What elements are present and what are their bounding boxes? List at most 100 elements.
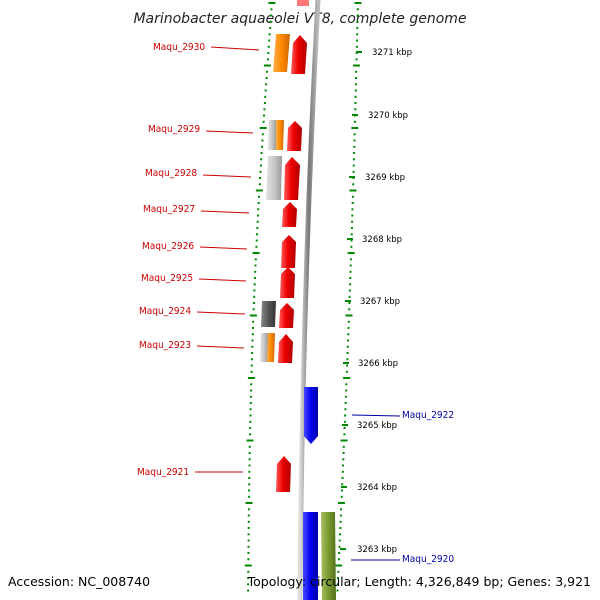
reverse-strand-features <box>303 387 336 600</box>
ring-minor-tick <box>342 458 345 461</box>
ring-minor-tick <box>346 364 349 367</box>
gene-label-right-maqu-2920[interactable]: Maqu_2920 <box>351 554 454 565</box>
gene-label-left-maqu-2924[interactable]: Maqu_2924 <box>139 306 246 317</box>
ring-major-tick <box>246 439 254 442</box>
ring-minor-tick <box>253 283 256 286</box>
ring-minor-tick <box>355 45 358 48</box>
ring-minor-tick <box>247 558 250 561</box>
ring-major-tick <box>343 377 351 379</box>
ring-minor-tick <box>247 583 250 586</box>
ring-minor-tick <box>340 495 343 498</box>
ring-major-tick <box>252 252 260 254</box>
gene-label-left-maqu-2925[interactable]: Maqu_2925 <box>141 273 247 284</box>
ring-minor-tick <box>249 427 252 429</box>
ring-minor-tick <box>253 295 256 298</box>
ring-minor-tick <box>339 533 341 536</box>
ring-minor-tick <box>343 427 346 429</box>
gene-label-text: Maqu_2928 <box>145 168 197 179</box>
gene-label-text: Maqu_2924 <box>139 306 191 317</box>
ring-major-tick <box>354 2 362 4</box>
ring-minor-tick <box>249 402 252 404</box>
gene-label-left-maqu-2929[interactable]: Maqu_2929 <box>148 124 254 135</box>
leader-line <box>351 414 401 417</box>
ring-minor-tick <box>350 227 353 229</box>
gene-arrow-maqu-2928 <box>284 157 300 200</box>
ring-minor-tick <box>347 333 350 336</box>
ring-minor-tick <box>349 283 352 286</box>
kbp-scale: 3271 kbp 3270 kbp 3269 kbp 3268 kbp 3267… <box>340 48 412 555</box>
gene-label-text: Maqu_2929 <box>148 124 200 135</box>
outer-tick-ring-left <box>244 2 276 592</box>
ring-minor-tick <box>267 45 270 48</box>
ring-minor-tick <box>254 264 257 267</box>
gene-label-left-maqu-2927[interactable]: Maqu_2927 <box>143 204 250 215</box>
ring-minor-tick <box>254 277 256 279</box>
leader-line <box>205 130 254 134</box>
ring-minor-tick <box>351 208 354 211</box>
ring-minor-tick <box>252 302 255 304</box>
ring-minor-tick <box>261 139 264 142</box>
ring-minor-tick <box>351 195 354 198</box>
ring-minor-tick <box>258 195 260 198</box>
ring-minor-tick <box>249 414 252 417</box>
gene-label-right-maqu-2922[interactable]: Maqu_2922 <box>351 410 454 421</box>
topology-text: Topology: circular; Length: 4,326,849 bp… <box>247 574 591 589</box>
ring-minor-tick <box>351 202 354 204</box>
ring-minor-tick <box>247 552 250 554</box>
ring-minor-tick <box>255 245 258 248</box>
ring-minor-tick <box>251 339 254 342</box>
ring-major-tick <box>245 502 253 504</box>
gene-label-text: Maqu_2925 <box>141 273 193 284</box>
ring-minor-tick <box>344 402 347 404</box>
ring-minor-tick <box>264 89 267 92</box>
ring-minor-tick <box>248 458 251 461</box>
ring-minor-tick <box>250 383 253 386</box>
ring-minor-tick <box>346 352 349 354</box>
ring-minor-tick <box>262 120 265 123</box>
ring-minor-tick <box>345 383 348 386</box>
gene-label-left-maqu-2926[interactable]: Maqu_2926 <box>142 241 248 252</box>
gene-label-left-maqu-2921[interactable]: Maqu_2921 <box>137 467 243 478</box>
gene-label-text: Maqu_2921 <box>137 467 189 478</box>
gene-label-text: Maqu_2922 <box>402 410 454 421</box>
gene-arrow-maqu-2923 <box>278 334 293 363</box>
ring-minor-tick <box>247 514 250 517</box>
gene-label-left-maqu-2930[interactable]: Maqu_2930 <box>153 42 260 53</box>
ring-minor-tick <box>356 14 359 17</box>
ring-minor-tick <box>338 552 341 554</box>
light-gray-feature <box>260 333 268 362</box>
ring-major-tick <box>345 314 353 317</box>
ring-minor-tick <box>348 295 351 298</box>
gene-label-left-maqu-2923[interactable]: Maqu_2923 <box>139 340 245 351</box>
ring-minor-tick <box>260 158 263 161</box>
ring-minor-tick <box>344 408 347 411</box>
top-pink-feature <box>297 0 309 6</box>
ring-minor-tick <box>337 570 340 573</box>
gene-arrow-maqu-2921 <box>276 456 291 492</box>
ring-major-tick <box>268 2 276 4</box>
ring-minor-tick <box>259 170 262 173</box>
ring-minor-tick <box>248 452 251 454</box>
kbp-label-3265: 3265 kbp <box>357 421 397 431</box>
ring-minor-tick <box>247 520 250 523</box>
leader-line <box>196 345 245 349</box>
light-gray-feature <box>266 156 282 200</box>
ring-minor-tick <box>250 358 253 361</box>
ring-minor-tick <box>266 58 269 61</box>
ring-minor-tick <box>254 270 257 273</box>
ring-minor-tick <box>352 183 355 186</box>
ring-major-tick <box>340 439 348 442</box>
ring-minor-tick <box>256 233 258 236</box>
ring-minor-tick <box>247 527 250 529</box>
ring-minor-tick <box>356 33 359 36</box>
ring-minor-tick <box>255 239 258 242</box>
orange-feature <box>273 34 290 72</box>
ring-major-tick <box>249 314 257 317</box>
gene-label-left-maqu-2928[interactable]: Maqu_2928 <box>145 168 252 179</box>
ring-minor-tick <box>250 370 253 373</box>
ring-minor-tick <box>250 364 253 367</box>
ring-minor-tick <box>352 170 355 173</box>
ring-minor-tick <box>354 120 356 123</box>
ring-minor-tick <box>268 39 271 42</box>
ring-major-tick <box>351 127 359 129</box>
